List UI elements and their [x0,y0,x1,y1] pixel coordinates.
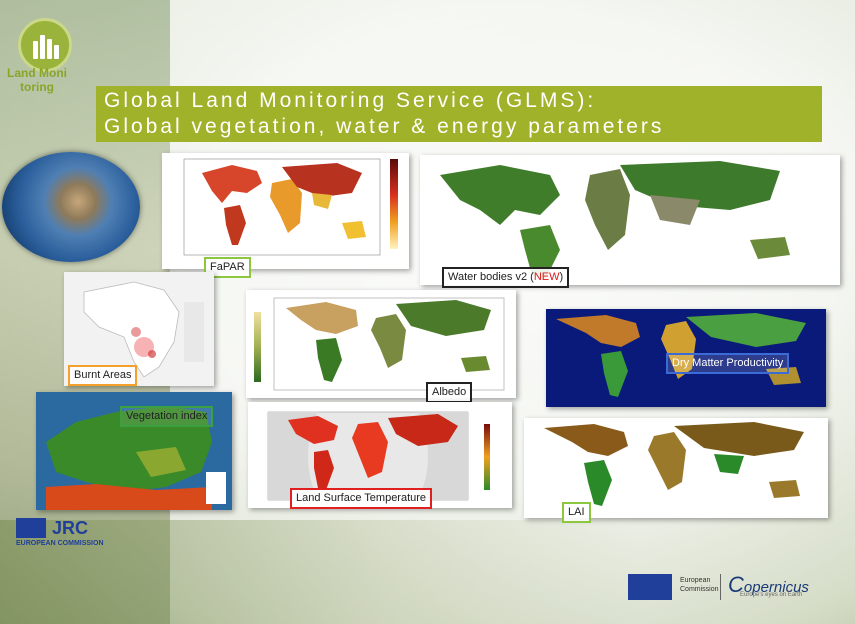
jrc-text: JRC [52,518,89,538]
earth-globe-image [2,152,140,262]
vegetation-index-map-image [36,392,232,510]
water-bodies-paren-open: ( [530,271,534,283]
footer-logos: European Commission Copernicus Europe's … [628,568,809,604]
water-bodies-paren-close: ) [559,271,564,283]
burnt-areas-label: Burnt Areas [68,365,138,386]
copernicus-tagline: Europe's eyes on Earth [740,592,803,598]
lai-map-panel: LAI [524,418,828,523]
page-title-line2: Global vegetation, water & energy parame… [104,115,665,138]
vegetation-index-map-panel: Vegetation index [36,392,232,510]
albedo-label: Albedo [426,382,473,403]
water-bodies-map-panel: Water bodies v2 (NEW) [420,155,840,288]
copernicus-logo: Copernicus [728,572,809,598]
water-bodies-map-image [420,155,840,285]
logo-text: Land Monitoring [7,66,67,94]
water-bodies-label-text: Water bodies v2 [448,271,531,283]
burnt-areas-map-panel: Burnt Areas [64,272,214,386]
title-bar: Global Land Monitoring Service (GLMS): G… [96,86,822,142]
background-bottom-aerial [0,520,855,624]
vegetation-index-label: Vegetation index [120,406,214,427]
jrc-logo: JRC EUROPEAN COMMISSION [16,518,106,548]
eu-commission-flag-icon [628,574,672,600]
burnt-areas-map-image [64,272,214,386]
lai-map-image [524,418,828,518]
ec-small-line2: Commission [680,586,719,593]
water-bodies-label: Water bodies v2 (NEW) [442,267,570,288]
land-surface-temperature-map-panel: Land Surface Temperature [248,402,512,509]
copernicus-text: opernicus [743,579,809,596]
ec-small-text: European Commission [680,576,719,594]
ec-small-line1: European [680,577,711,584]
fapar-label: FaPAR [204,257,251,278]
lst-label: Land Surface Temperature [290,488,433,509]
dry-matter-productivity-map-panel: Dry Matter Productivity [546,309,826,407]
footer-divider [720,574,721,600]
fapar-map-image [183,158,398,256]
lai-label: LAI [562,502,591,523]
dmp-label: Dry Matter Productivity [666,353,790,374]
lst-map-image [267,411,490,501]
albedo-map-image [254,297,505,391]
land-monitoring-logo-icon [18,18,72,72]
albedo-map-panel: Albedo [246,290,516,403]
page-title-line1: Global Land Monitoring Service (GLMS): [104,89,597,112]
copernicus-c: C [728,572,744,597]
fapar-map-panel: FaPAR [162,153,409,278]
eu-flag-icon [16,518,46,538]
water-bodies-new-badge: NEW [533,271,560,283]
dmp-map-image [546,309,826,407]
european-commission-text: EUROPEAN COMMISSION [16,540,104,547]
